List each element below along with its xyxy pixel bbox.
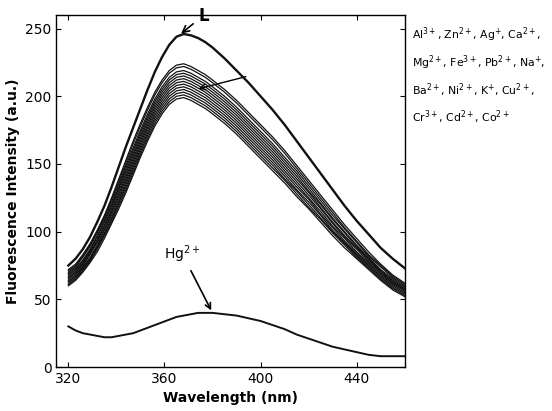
Text: L: L xyxy=(183,7,209,32)
X-axis label: Wavelength (nm): Wavelength (nm) xyxy=(163,391,298,405)
Text: Hg$^{2+}$: Hg$^{2+}$ xyxy=(164,244,210,309)
Text: Al$^{3+}$, Zn$^{2+}$, Ag$^{+}$, Ca$^{2+}$,
Mg$^{2+}$, Fe$^{3+}$, Pb$^{2+}$, Na$^: Al$^{3+}$, Zn$^{2+}$, Ag$^{+}$, Ca$^{2+}… xyxy=(412,25,545,126)
Y-axis label: Fluorescence Intensity (a.u.): Fluorescence Intensity (a.u.) xyxy=(6,78,19,304)
